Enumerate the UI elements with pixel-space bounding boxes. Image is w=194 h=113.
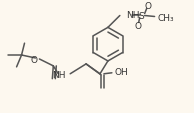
Text: NH: NH: [126, 11, 139, 20]
Text: OH: OH: [115, 68, 129, 77]
Text: NH: NH: [52, 71, 65, 80]
Text: O: O: [134, 22, 141, 31]
Text: S: S: [139, 12, 145, 21]
Text: CH₃: CH₃: [158, 14, 174, 23]
Text: O: O: [30, 56, 37, 65]
Text: O: O: [144, 2, 151, 11]
